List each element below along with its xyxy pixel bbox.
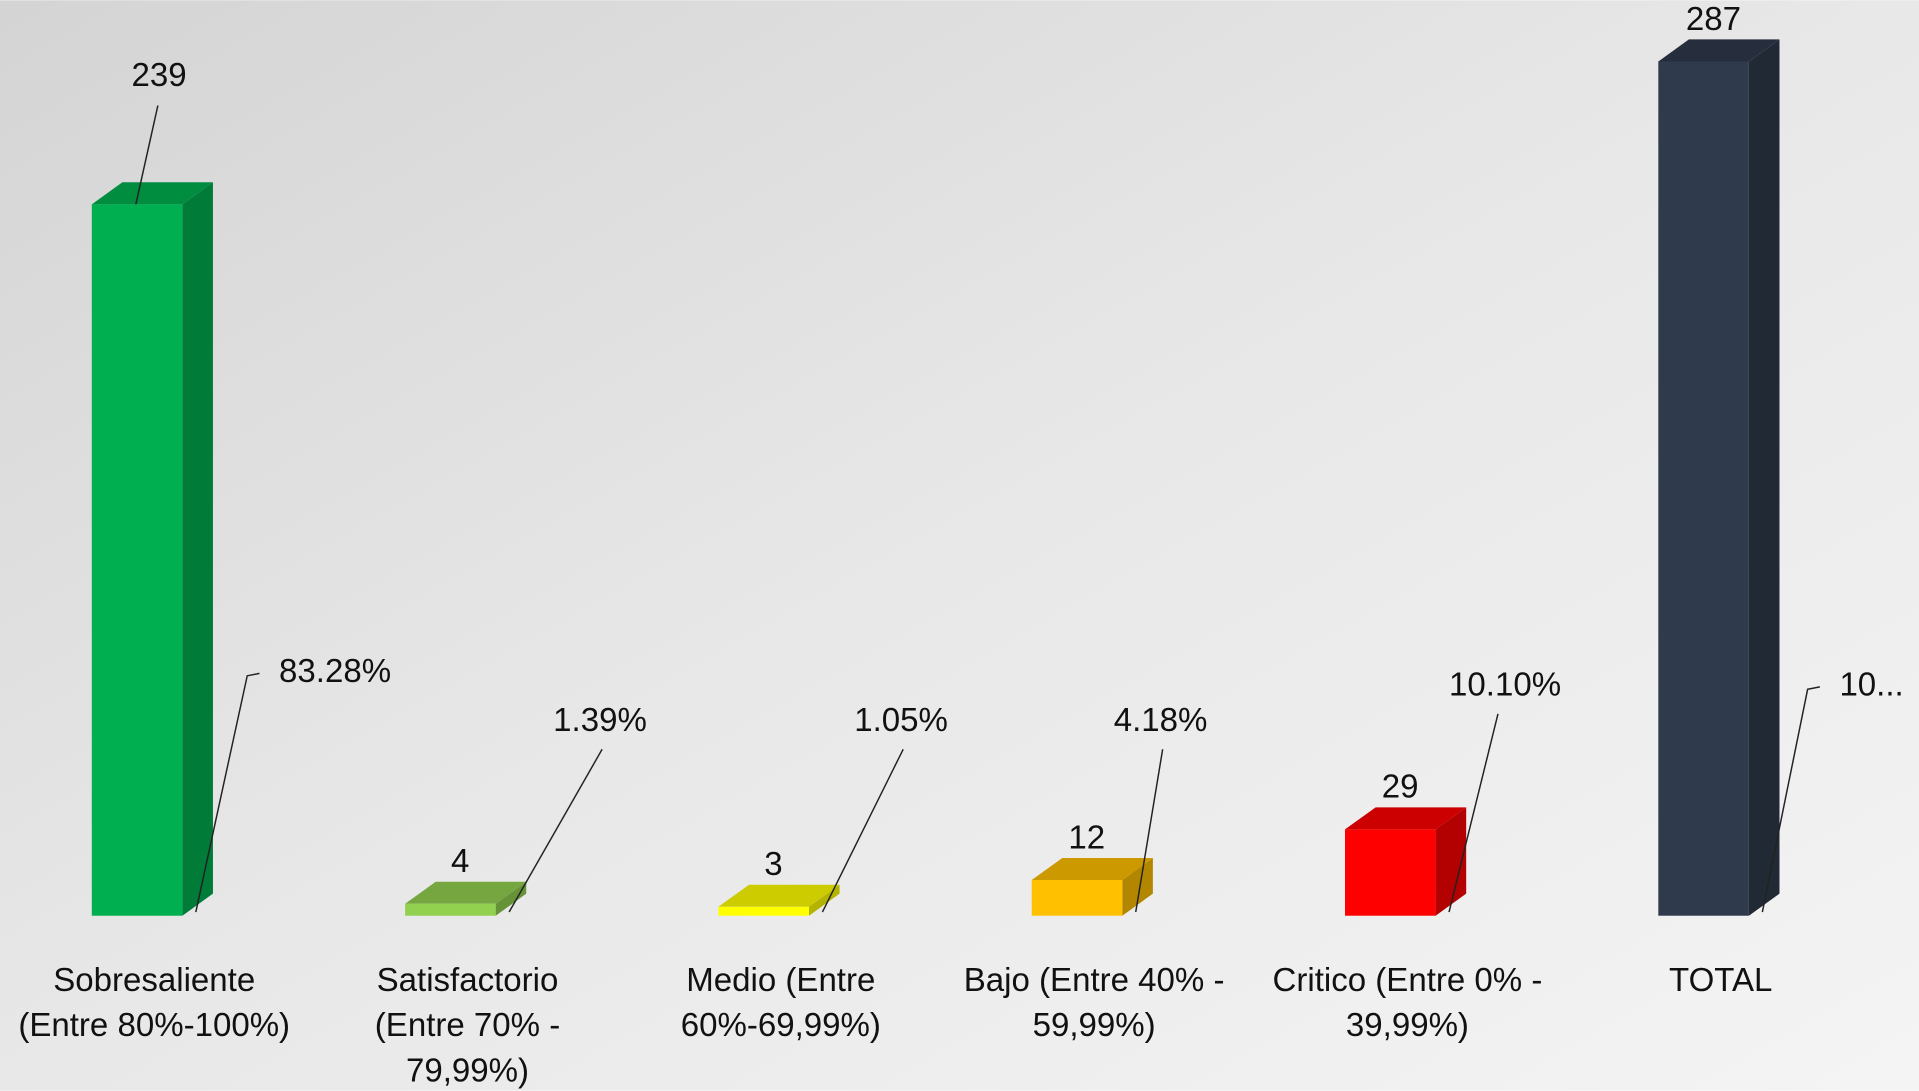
bar-side [495,881,527,916]
leader-line [508,748,603,913]
bar-top [1658,39,1780,62]
x-tick-label-line: TOTAL [1669,962,1772,999]
leader-line [1761,686,1821,913]
x-tick-label-line: Sobresaliente [53,962,255,999]
bar-top [718,884,840,907]
bar-top [91,182,213,205]
leader-line [1448,713,1499,913]
x-tick-label-line: (Entre 70% - [375,1007,560,1044]
data-label: 239 [132,57,187,94]
x-tick-label: Critico (Entre 0% - 39,99%) [1273,962,1543,1044]
bar-side [1748,39,1780,916]
data-label: 4 [451,843,469,880]
bar-top [1031,857,1153,880]
leader-line [1135,749,1164,913]
bar [1345,829,1436,916]
percent-label: 10.10% [1449,667,1561,704]
leader-line [135,105,159,205]
bar [91,204,183,916]
x-tick-label-line: 79,99%) [406,1052,529,1089]
bar-side [1122,857,1153,916]
percent-label: 1.39% [553,702,647,739]
x-tick-label-line: Satisfactorio [377,962,559,999]
leader-line [195,672,260,913]
x-tick-label-line: 59,99%) [1033,1007,1156,1044]
x-tick-label: Sobresaliente (Entre 80%-100%) [18,962,290,1044]
bar [405,903,496,916]
percent-label: 4.18% [1114,702,1208,739]
bar [1658,61,1749,916]
percent-label: 83.28% [279,653,391,690]
bar-top [1345,807,1467,830]
data-label: 29 [1382,769,1419,806]
bar [718,906,809,916]
x-tick-label-line: Bajo (Entre 40% - [964,962,1225,999]
bar [1031,879,1123,916]
x-tick-label-line: 39,99%) [1346,1007,1469,1044]
x-tick-label: TOTAL [1669,962,1772,999]
bar-side [182,182,213,916]
percent-label: 1.05% [854,702,948,739]
bar-top [405,881,527,904]
data-label: 287 [1686,1,1741,38]
x-tick-label-line: Medio (Entre [686,962,875,999]
x-tick-label: Satisfactorio (Entre 70% - 79,99%) [375,962,560,1090]
leader-line [821,748,904,913]
x-tick-label: Medio (Entre 60%-69,99%) [681,962,881,1044]
x-tick-label-line: 60%-69,99%) [681,1007,881,1044]
data-label: 3 [764,846,782,883]
x-tick-label-line: Critico (Entre 0% - [1273,962,1543,999]
data-label: 12 [1068,819,1105,856]
x-tick-label: Bajo (Entre 40% - 59,99%) [964,962,1225,1044]
percent-label: 10... [1839,667,1903,704]
bar-side [1435,807,1467,916]
x-tick-label-line: (Entre 80%-100%) [18,1007,290,1044]
